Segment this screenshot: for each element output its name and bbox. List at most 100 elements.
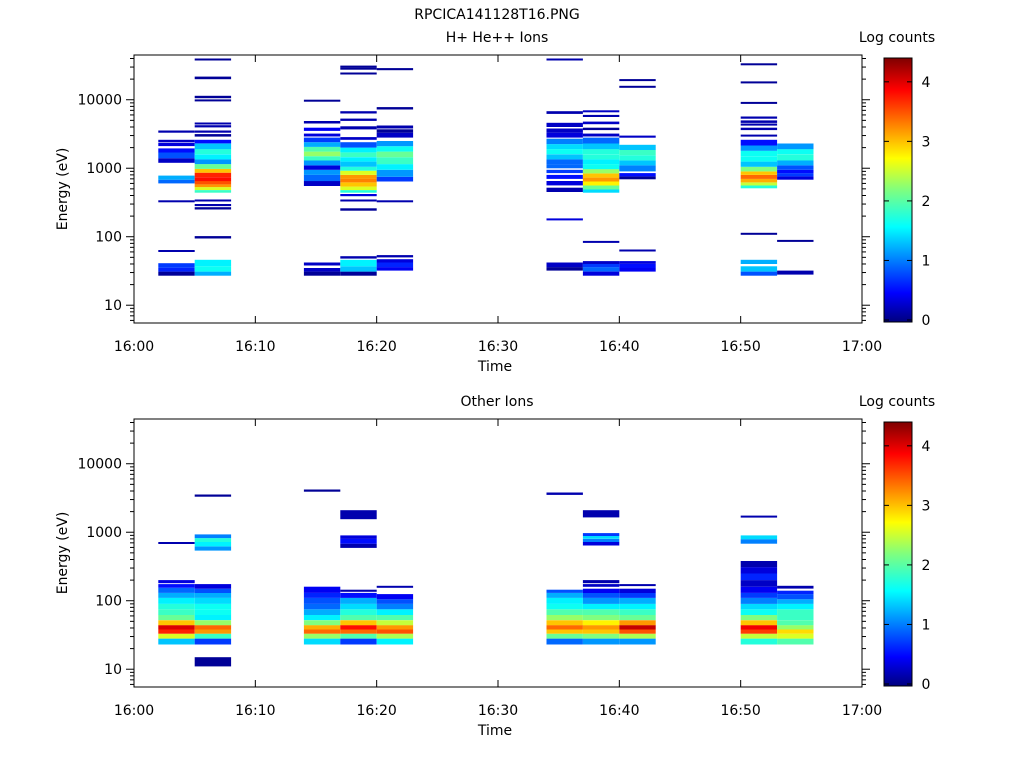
- spectrogram-cell: [194, 592, 232, 598]
- spectrogram-cell: [740, 259, 778, 264]
- spectrogram-cell: [582, 633, 620, 639]
- spectrogram-cell: [619, 614, 656, 621]
- spectrogram-cell: [777, 629, 814, 634]
- spectrogram-cell: [582, 154, 620, 160]
- spectrogram-cell: [740, 614, 778, 621]
- spectrogram-cell: [303, 629, 341, 634]
- spectrogram-cell: [582, 597, 620, 604]
- spectrogram-cell: [158, 603, 195, 610]
- spectrogram-cell: [582, 533, 620, 536]
- spectrogram-cell: [158, 250, 195, 252]
- spectrogram-cell: [340, 510, 377, 520]
- x-tick-label: 17:00: [842, 339, 882, 355]
- spectrogram-cell: [303, 169, 341, 175]
- spectrogram-cell: [303, 586, 341, 593]
- spectrogram-cell: [777, 594, 814, 600]
- spectrogram-cell: [546, 169, 583, 174]
- spectrogram-cell: [158, 542, 195, 544]
- spectrogram-cell: [158, 633, 195, 639]
- spectrogram-cell: [582, 262, 620, 268]
- spectrogram-cell: [582, 510, 620, 518]
- spectrogram-cell: [340, 629, 377, 634]
- spectrogram-cell: [194, 534, 232, 539]
- spectrogram-cell: [740, 609, 778, 615]
- spectrogram-cell: [194, 236, 232, 239]
- spectrogram-cell: [582, 267, 620, 272]
- panel-title: Other Ions: [460, 394, 533, 410]
- spectrogram-cell: [777, 169, 814, 174]
- spectrogram-cell: [194, 168, 232, 173]
- spectrogram-cell: [740, 145, 778, 151]
- y-tick-label: 100: [95, 230, 122, 246]
- spectrogram-cell: [376, 200, 414, 203]
- spectrogram-cell: [777, 154, 814, 161]
- spectrogram-cell: [340, 638, 377, 645]
- spectrogram-cell: [303, 146, 341, 152]
- spectrogram-cell: [546, 154, 583, 160]
- spectrogram-cell: [546, 262, 583, 268]
- spectrogram-cell: [582, 143, 620, 150]
- spectrogram-cell: [582, 114, 620, 117]
- spectrogram-cell: [340, 178, 377, 183]
- spectrogram-cell: [194, 130, 232, 133]
- spectrogram-cell: [194, 542, 232, 547]
- spectrogram-cell: [158, 587, 195, 593]
- y-tick-label: 100: [95, 594, 122, 610]
- spectrogram-cell: [194, 159, 232, 165]
- colorbar-tick-label: 4: [922, 75, 931, 91]
- x-axis: 16:00 16:10 16:20 16:30 16:40 16:50 17:00: [114, 55, 882, 355]
- spectrogram-cell: [340, 535, 377, 539]
- spectrogram-cell: [740, 127, 778, 131]
- spectrogram-cell: [376, 620, 414, 626]
- spectrogram-cell: [158, 175, 195, 180]
- spectrogram-cell: [740, 539, 778, 544]
- spectrogram-cells: [158, 58, 814, 276]
- x-tick-label: 16:10: [235, 703, 275, 719]
- spectrogram-cell: [740, 156, 778, 162]
- spectrogram-cell: [340, 538, 377, 544]
- spectrogram-cell: [303, 489, 341, 492]
- spectrogram-cell: [619, 629, 656, 634]
- spectrogram-cell: [194, 149, 232, 155]
- spectrogram-cell: [194, 143, 232, 150]
- panel-other-ions: Other Ions 16:00 16:10 16:20 16:30 16:40 16:5…: [55, 394, 935, 739]
- x-tick-label: 17:00: [842, 703, 882, 719]
- spectrogram-cell: [158, 268, 195, 272]
- spectrogram-cell: [740, 120, 778, 123]
- spectrogram-cell: [740, 116, 778, 119]
- spectrogram-cell: [740, 150, 778, 157]
- x-tick-label: 16:40: [599, 703, 639, 719]
- spectrogram-cell: [303, 133, 341, 137]
- spectrogram-cell: [303, 99, 341, 102]
- spectrogram-cell: [194, 603, 232, 610]
- spectrogram-cell: [546, 164, 583, 169]
- spectrogram-cell: [740, 266, 778, 272]
- spectrogram-cell: [303, 121, 341, 124]
- spectrogram-cell: [340, 259, 377, 267]
- x-tick-label: 16:50: [720, 703, 760, 719]
- x-axis-label: Time: [477, 723, 512, 739]
- spectrogram-cell: [777, 620, 814, 626]
- spectrogram-cell: [340, 147, 377, 153]
- spectrogram-cell: [582, 149, 620, 155]
- spectrogram-cell: [340, 271, 377, 276]
- spectrogram-cell: [777, 270, 814, 275]
- colorbar-tick-label: 2: [922, 194, 931, 210]
- spectrogram-cell: [777, 603, 814, 610]
- spectrogram-cell: [376, 267, 414, 271]
- spectrogram-cell: [582, 603, 620, 610]
- spectrogram-cell: [194, 584, 232, 589]
- spectrogram-cell: [194, 125, 232, 128]
- spectrogram-cell: [740, 567, 778, 574]
- spectrogram-cell: [194, 597, 232, 604]
- spectrogram-cell: [777, 173, 814, 177]
- spectrogram-cell: [303, 268, 341, 272]
- spectrogram-cell: [740, 63, 778, 66]
- spectrogram-cell: [582, 638, 620, 645]
- spectrogram-cell: [582, 185, 620, 190]
- spectrogram-cell: [582, 189, 620, 193]
- spectrogram-cell: [340, 142, 377, 148]
- spectrogram-cell: [582, 181, 620, 186]
- spectrogram-cell: [740, 597, 778, 604]
- spectrogram-cell: [582, 271, 620, 276]
